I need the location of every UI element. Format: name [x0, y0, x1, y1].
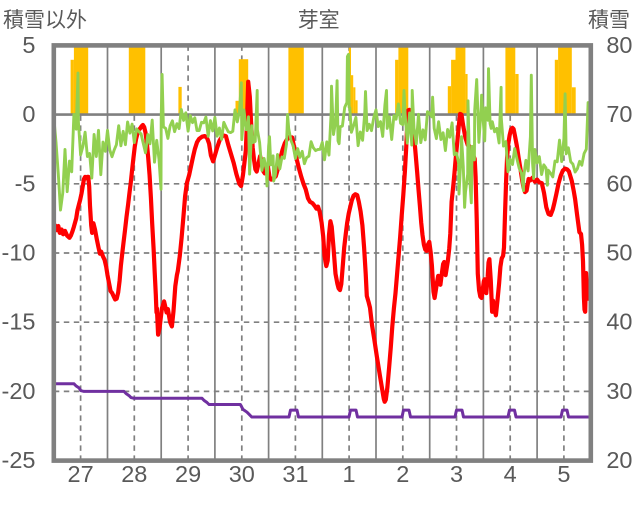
svg-text:4: 4: [504, 461, 517, 487]
svg-text:20: 20: [606, 447, 632, 473]
svg-text:5: 5: [22, 32, 35, 58]
svg-text:-5: -5: [15, 170, 36, 196]
svg-text:31: 31: [282, 461, 308, 487]
svg-text:1: 1: [343, 461, 356, 487]
svg-text:芽室: 芽室: [298, 9, 340, 32]
svg-text:3: 3: [450, 461, 463, 487]
svg-text:40: 40: [606, 309, 632, 335]
svg-text:70: 70: [606, 101, 632, 127]
svg-text:80: 80: [606, 32, 632, 58]
svg-text:積雪以外: 積雪以外: [3, 9, 87, 32]
svg-text:29: 29: [175, 461, 201, 487]
svg-text:5: 5: [557, 461, 570, 487]
svg-text:2: 2: [396, 461, 409, 487]
svg-text:27: 27: [68, 461, 94, 487]
svg-text:60: 60: [606, 170, 632, 196]
svg-text:積雪: 積雪: [588, 9, 630, 32]
svg-text:30: 30: [229, 461, 255, 487]
svg-text:-10: -10: [2, 240, 36, 266]
svg-text:-20: -20: [2, 378, 36, 404]
svg-text:28: 28: [121, 461, 147, 487]
svg-text:50: 50: [606, 240, 632, 266]
svg-text:30: 30: [606, 378, 632, 404]
svg-text:0: 0: [22, 101, 35, 127]
svg-text:-15: -15: [2, 309, 36, 335]
svg-text:-25: -25: [2, 447, 36, 473]
